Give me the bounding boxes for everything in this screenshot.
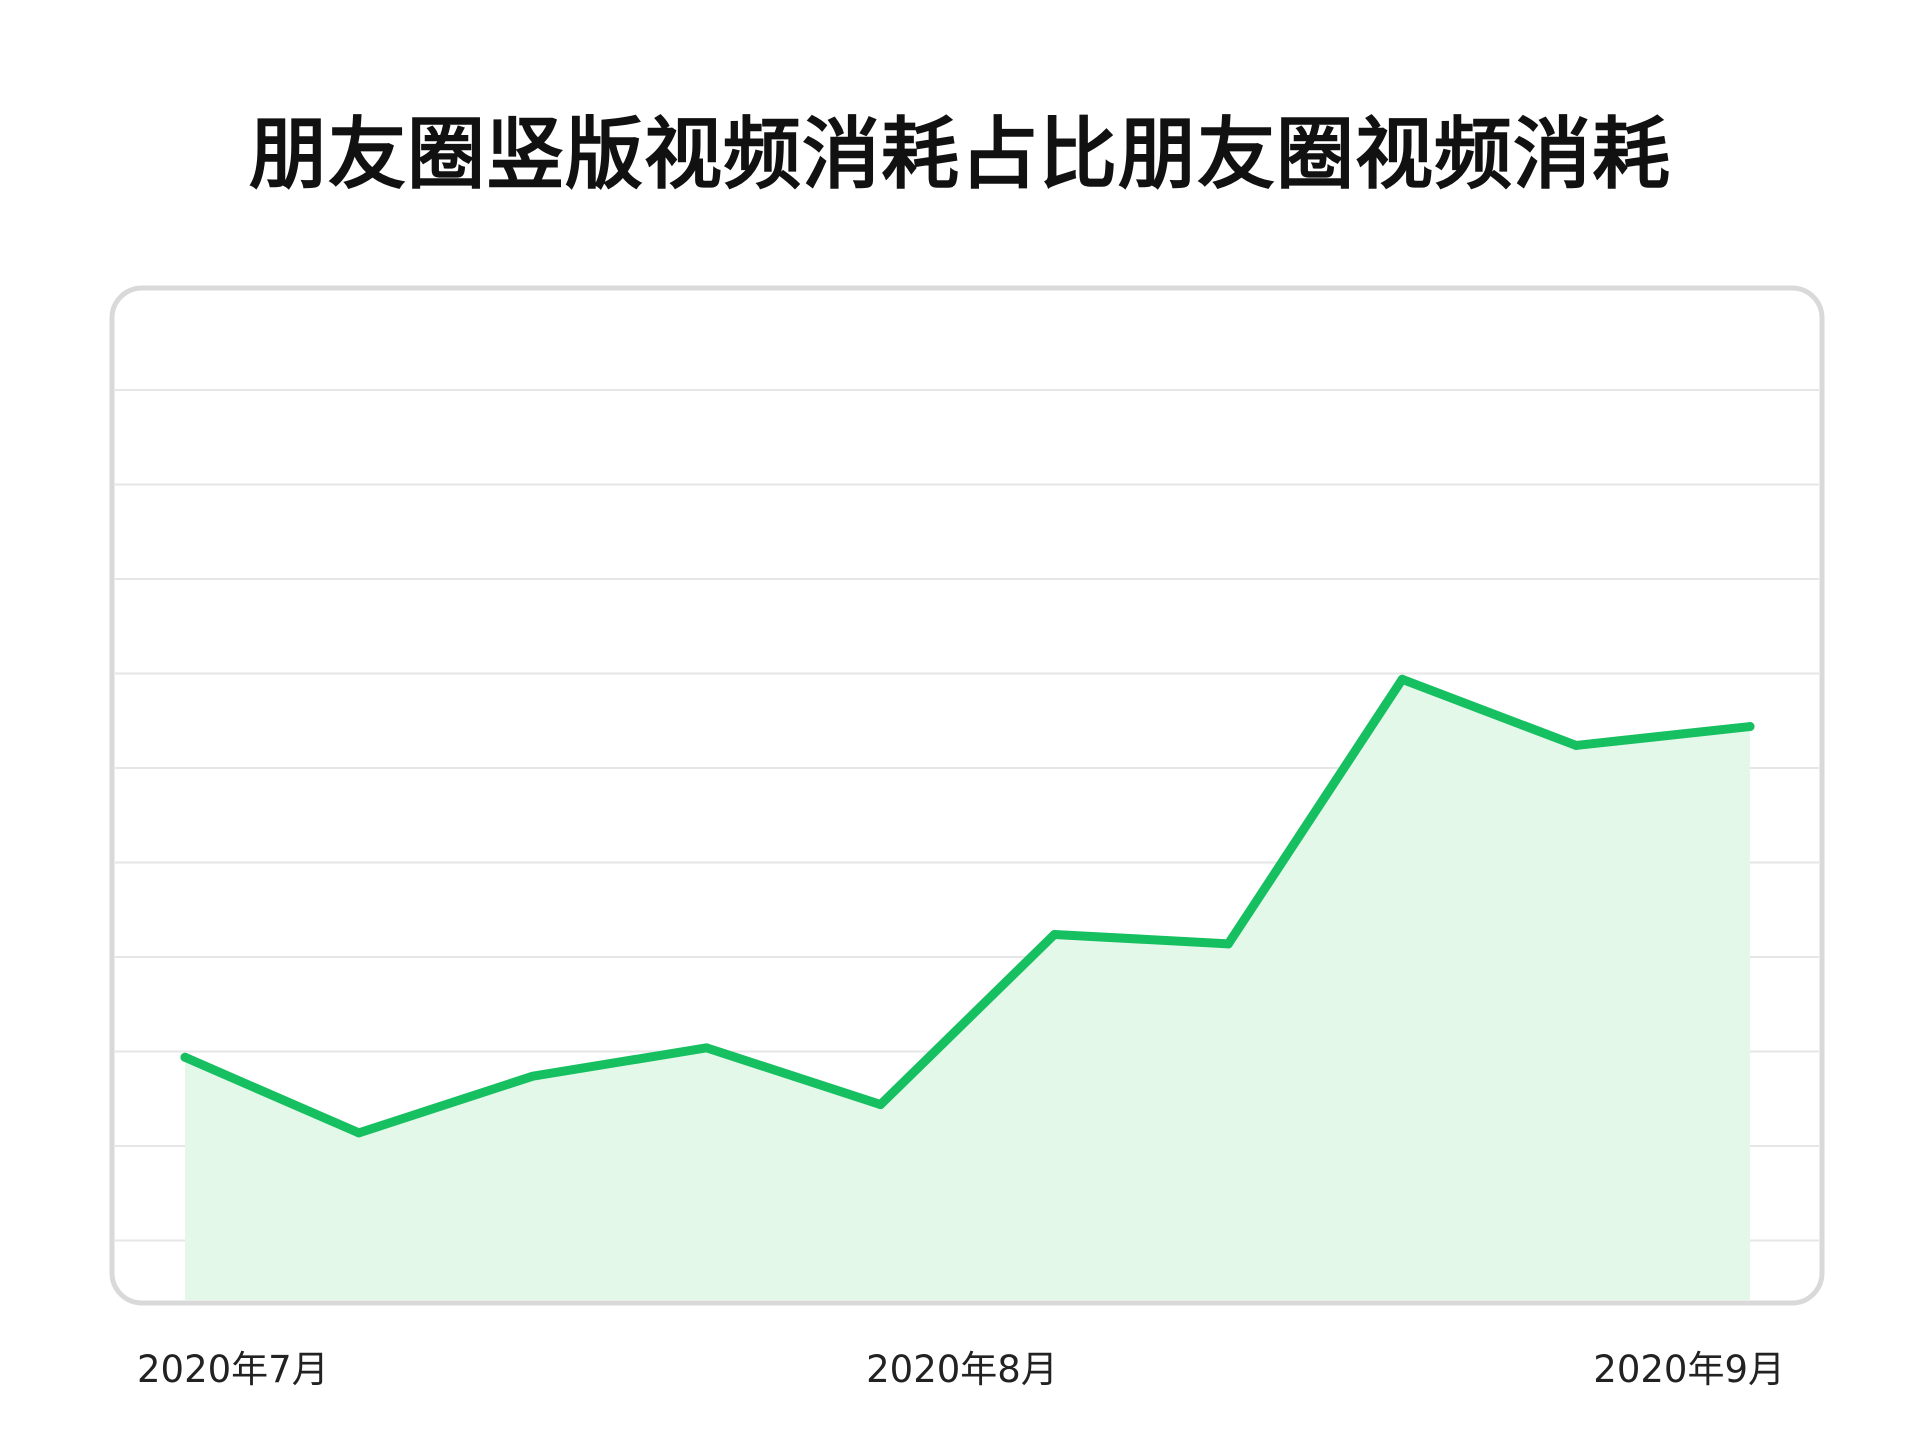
x-tick-label: 2020年8月 xyxy=(866,1348,1058,1391)
data-point xyxy=(1049,929,1059,939)
data-point xyxy=(528,1071,538,1081)
chart-title: 朋友圈竖版视频消耗占比朋友圈视频消耗 xyxy=(248,110,1671,200)
x-tick-label: 2020年7月 xyxy=(137,1348,329,1391)
data-point xyxy=(1397,674,1407,684)
series-line-layer xyxy=(180,674,1755,1138)
data-point xyxy=(702,1043,712,1053)
data-point xyxy=(354,1128,364,1138)
data-point xyxy=(1223,939,1233,949)
data-point-layer xyxy=(180,674,1755,1138)
series-line xyxy=(180,674,1755,1138)
series-area xyxy=(185,679,1750,1300)
x-tick-label: 2020年9月 xyxy=(1593,1348,1785,1391)
data-point xyxy=(180,1052,190,1062)
data-point xyxy=(876,1100,886,1110)
data-point xyxy=(1571,740,1581,750)
data-point xyxy=(1745,722,1755,732)
x-tick-labels: 2020年7月 2020年8月 2020年9月 xyxy=(137,1348,1785,1391)
